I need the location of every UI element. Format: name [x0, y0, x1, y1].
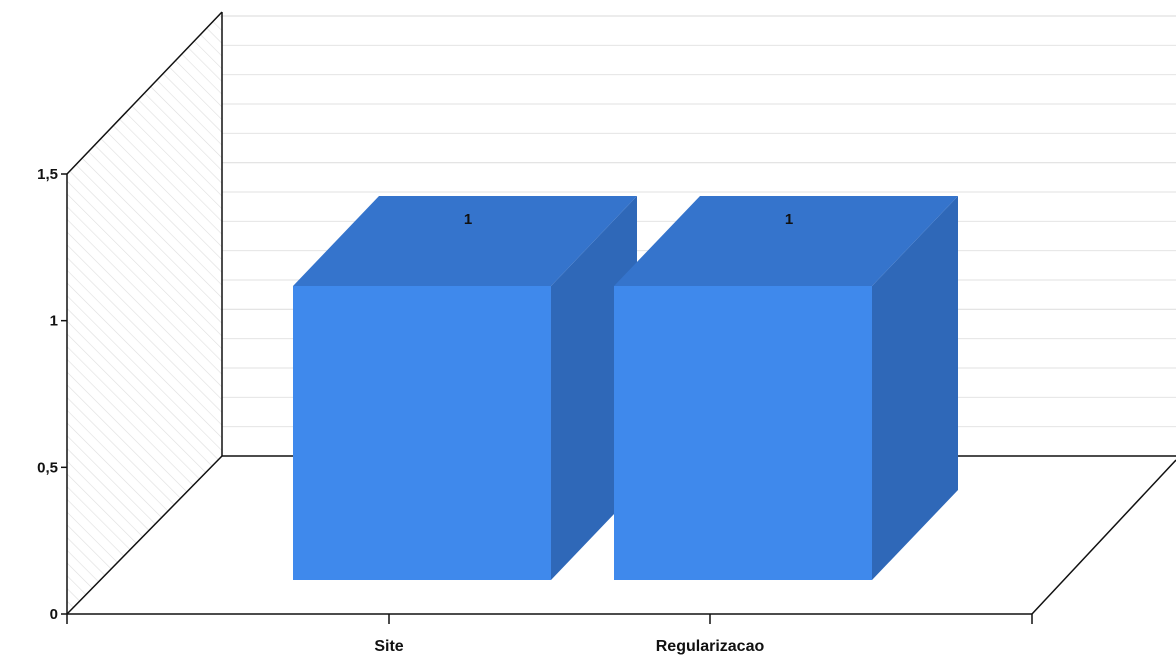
floor-right-diagonal: [1031, 459, 1176, 615]
bar-value-label: 1: [785, 211, 793, 228]
x-category-label: Regularizacao: [656, 638, 765, 655]
bar-top-face: [293, 196, 637, 286]
top-left-diagonal: [66, 11, 223, 175]
x-category-label: Site: [374, 638, 403, 655]
bar-top-face: [614, 196, 958, 286]
bar-side-face: [872, 196, 958, 580]
y-tick-label: 1: [50, 313, 58, 330]
bar-front-face: [293, 286, 551, 580]
x-axis-ticks: Site Regularizacao: [66, 614, 1033, 655]
bar-value-label: 1: [464, 211, 472, 228]
bar-site: 1: [293, 196, 637, 580]
left-wall: [67, 12, 222, 614]
floor-left-diagonal: [66, 455, 223, 615]
bar-front-face: [614, 286, 872, 580]
y-tick-label: 0,5: [37, 459, 58, 476]
y-tick-label: 1,5: [37, 166, 58, 183]
y-tick-label: 0: [50, 606, 58, 623]
y-axis-ticks: 0 0,5 1 1,5: [37, 166, 67, 623]
bar-regularizacao: 1: [614, 196, 958, 580]
